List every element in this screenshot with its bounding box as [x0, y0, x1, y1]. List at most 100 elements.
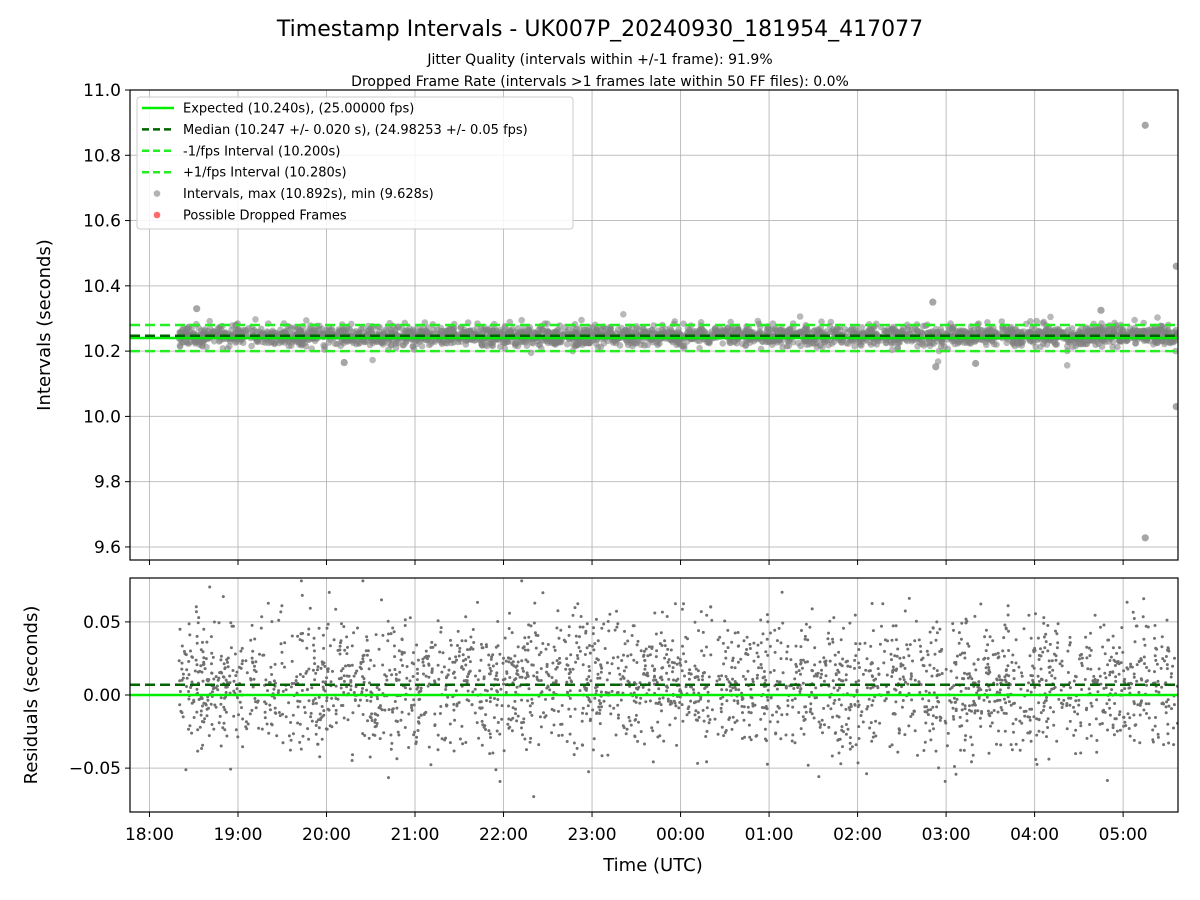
residual-point [733, 721, 737, 724]
interval-point [252, 316, 259, 323]
residual-point [1154, 716, 1157, 719]
interval-point [1064, 343, 1071, 350]
residual-point [1037, 679, 1041, 683]
residual-point [1160, 645, 1164, 649]
residual-point [199, 664, 203, 668]
residual-point [1012, 730, 1015, 734]
residual-point [322, 646, 326, 650]
interval-outlier-point [1141, 121, 1149, 129]
interval-point [359, 325, 367, 332]
residual-point [630, 634, 634, 637]
residual-point [931, 705, 935, 709]
residual-point [806, 638, 810, 642]
residual-point [485, 645, 488, 649]
residual-point [737, 688, 741, 692]
residual-point [353, 699, 357, 702]
residual-point [591, 632, 595, 636]
residual-point [808, 710, 812, 714]
interval-point [248, 342, 255, 350]
residual-point [511, 706, 515, 710]
residual-point [605, 691, 609, 695]
residual-point [327, 590, 331, 594]
interval-point [557, 327, 564, 335]
residual-point [995, 683, 999, 686]
residual-point [765, 707, 769, 711]
residual-point [405, 665, 409, 668]
residual-point [416, 672, 420, 675]
residual-point [399, 658, 403, 662]
residual-point [957, 631, 961, 635]
interval-point [210, 327, 218, 335]
residual-point [533, 631, 537, 635]
interval-point [206, 317, 213, 325]
residual-point [233, 652, 237, 656]
residual-point [305, 646, 309, 650]
residual-point [1111, 723, 1115, 727]
residual-point [1079, 724, 1083, 728]
residual-point [755, 676, 759, 680]
residual-point [595, 657, 599, 661]
residual-point [680, 607, 684, 611]
residual-point [635, 661, 639, 664]
residual-point [1017, 665, 1021, 669]
residual-point [503, 636, 507, 640]
residual-point [325, 626, 329, 630]
residual-point [768, 720, 772, 724]
residual-point [562, 638, 566, 642]
residual-point [391, 626, 395, 630]
residual-point [488, 666, 492, 670]
residual-point [378, 737, 382, 741]
residual-point [926, 653, 930, 657]
residual-point [909, 672, 913, 676]
residual-point [961, 702, 965, 706]
x-tick-label: 05:00 [1099, 825, 1148, 845]
residual-point [894, 700, 898, 704]
residual-point [536, 634, 540, 637]
residual-point [856, 699, 860, 703]
interval-point [808, 339, 815, 347]
residual-point [1089, 631, 1092, 635]
residual-point [267, 731, 271, 735]
residual-point [780, 590, 784, 594]
residual-point [383, 673, 387, 677]
interval-point [750, 337, 758, 345]
residual-point [332, 704, 335, 708]
residual-point [1100, 722, 1104, 725]
residual-point [273, 706, 277, 710]
residual-point [759, 618, 763, 622]
residual-point [307, 627, 311, 631]
residual-point [361, 687, 364, 690]
residual-point [1074, 752, 1078, 756]
residual-point [995, 742, 998, 746]
residual-point [1009, 703, 1013, 707]
residual-point [765, 762, 769, 766]
residual-point [628, 719, 632, 723]
residual-point [307, 667, 311, 671]
residual-point [1153, 724, 1157, 728]
residual-point [1080, 688, 1084, 691]
residual-point [418, 697, 422, 701]
residual-point [257, 726, 261, 730]
residual-point [982, 698, 986, 702]
residual-point [1162, 743, 1166, 747]
residual-point [1003, 623, 1007, 627]
residual-point [516, 645, 520, 649]
interval-point [654, 327, 662, 334]
residual-point [883, 699, 887, 703]
interval-point [633, 323, 640, 330]
residual-point [1068, 686, 1072, 690]
residual-point [334, 708, 338, 712]
residual-point [268, 708, 272, 712]
residual-point [1002, 636, 1006, 640]
residual-point [448, 722, 452, 726]
residual-point [766, 698, 770, 702]
residual-point [403, 618, 407, 622]
residual-point [324, 680, 328, 684]
residual-point [1108, 673, 1112, 677]
residual-point [1010, 748, 1014, 752]
residual-point [1095, 750, 1099, 754]
residual-point [404, 686, 407, 690]
residual-point [1132, 617, 1136, 620]
residual-point [696, 669, 700, 673]
residual-point [836, 738, 840, 742]
